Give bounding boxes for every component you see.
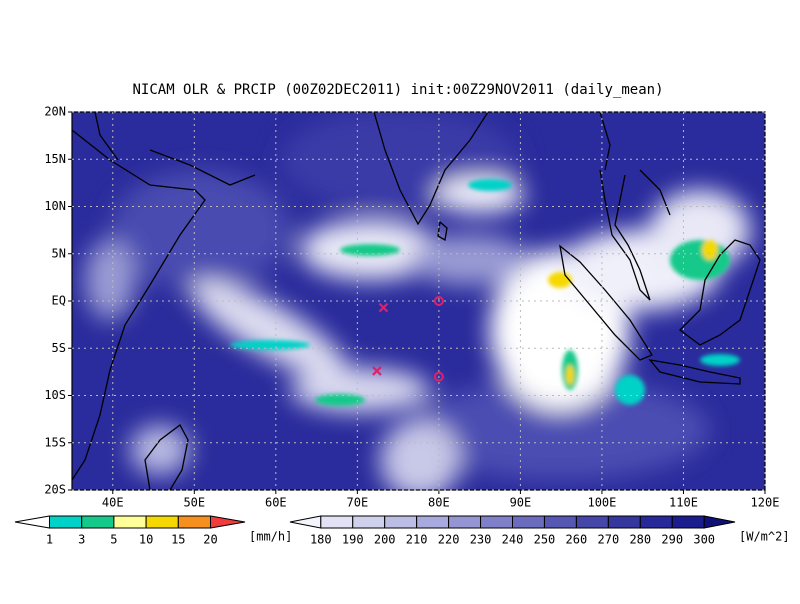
o-marker	[433, 296, 444, 306]
precip-colorbar-label: 15	[171, 533, 185, 547]
olr-colorbar-swatch	[320, 515, 354, 529]
x-marker	[372, 366, 382, 376]
o-marker	[433, 371, 444, 382]
precip-colorbar-swatch	[113, 515, 147, 529]
olr-colorbar-swatch	[448, 515, 482, 529]
olr-colorbar-swatch	[416, 515, 450, 529]
x-marker	[378, 302, 389, 313]
lon-label: 70E	[347, 496, 369, 510]
lon-label: 100E	[587, 496, 616, 510]
olr-colorbar-label: 230	[470, 533, 492, 547]
olr-colorbar-swatch	[289, 515, 322, 529]
olr-colorbar-swatch	[352, 515, 386, 529]
precip-colorbar-swatch	[177, 515, 211, 529]
lon-label: 60E	[265, 496, 287, 510]
precip-colorbar-label: 10	[139, 533, 153, 547]
olr-colorbar-swatch	[512, 515, 545, 529]
olr-colorbar-label: 300	[693, 533, 715, 547]
lon-label: 90E	[510, 496, 532, 510]
lat-label: 15N	[44, 152, 66, 166]
lat-label: 20S	[44, 483, 66, 497]
olr-colorbar-label: 240	[502, 533, 524, 547]
lat-label: 20N	[44, 105, 66, 119]
precip-colorbar-unit: [mm/h]	[249, 530, 292, 544]
lon-label: 120E	[751, 496, 780, 510]
precip-colorbar-swatch	[210, 515, 246, 529]
precip-colorbar-label: 20	[203, 533, 217, 547]
precip-colorbar-label: 5	[110, 533, 117, 547]
title: NICAM OLR & PRCIP (00Z02DEC2011) init:00…	[132, 82, 663, 98]
lat-label: 5S	[52, 341, 66, 355]
olr-colorbar-label: 180	[310, 533, 332, 547]
olr-colorbar-swatch	[543, 515, 577, 529]
olr-colorbar-label: 220	[438, 533, 460, 547]
precip-colorbar-swatch	[49, 515, 83, 529]
precip-colorbar-swatch	[81, 515, 115, 529]
olr-colorbar-swatch	[607, 515, 641, 529]
olr-colorbar-unit: [W/m^2]	[739, 530, 790, 544]
lat-label: 5N	[52, 246, 66, 260]
lat-label: 15S	[44, 435, 66, 449]
olr-field	[72, 112, 765, 490]
olr-colorbar-label: 290	[661, 533, 683, 547]
precip-colorbar-label: 1	[46, 533, 53, 547]
olr-colorbar-label: 250	[534, 533, 556, 547]
olr-colorbar-label: 200	[374, 533, 396, 547]
precip-colorbar-label: 3	[78, 533, 85, 547]
olr-colorbar-label: 280	[629, 533, 651, 547]
precip-colorbar-swatch	[145, 515, 179, 529]
olr-colorbar-swatch	[703, 515, 736, 529]
lat-label: 10N	[44, 199, 66, 213]
olr-colorbar-label: 210	[406, 533, 428, 547]
lon-label: 50E	[183, 496, 205, 510]
olr-colorbar-swatch	[480, 515, 513, 529]
olr-colorbar-label: 260	[566, 533, 588, 547]
lon-label: 40E	[102, 496, 124, 510]
lat-label: 10S	[44, 388, 66, 402]
olr-colorbar-label: 270	[598, 533, 620, 547]
lon-label: 110E	[669, 496, 698, 510]
lon-label: 80E	[428, 496, 450, 510]
olr-colorbar-swatch	[639, 515, 673, 529]
olr-colorbar-label: 190	[342, 533, 364, 547]
lat-label: EQ	[52, 294, 66, 308]
olr-colorbar-swatch	[384, 515, 418, 529]
olr-colorbar-swatch	[575, 515, 609, 529]
olr-colorbar-swatch	[671, 515, 705, 529]
precip-colorbar-swatch	[14, 515, 50, 529]
